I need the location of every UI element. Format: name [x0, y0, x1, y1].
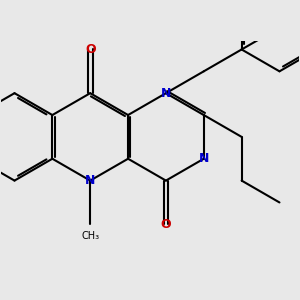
Text: CH₃: CH₃: [81, 231, 99, 241]
Text: N: N: [199, 152, 209, 165]
Text: O: O: [160, 218, 171, 231]
Text: N: N: [161, 87, 171, 100]
Text: N: N: [85, 174, 95, 187]
Text: O: O: [85, 43, 95, 56]
